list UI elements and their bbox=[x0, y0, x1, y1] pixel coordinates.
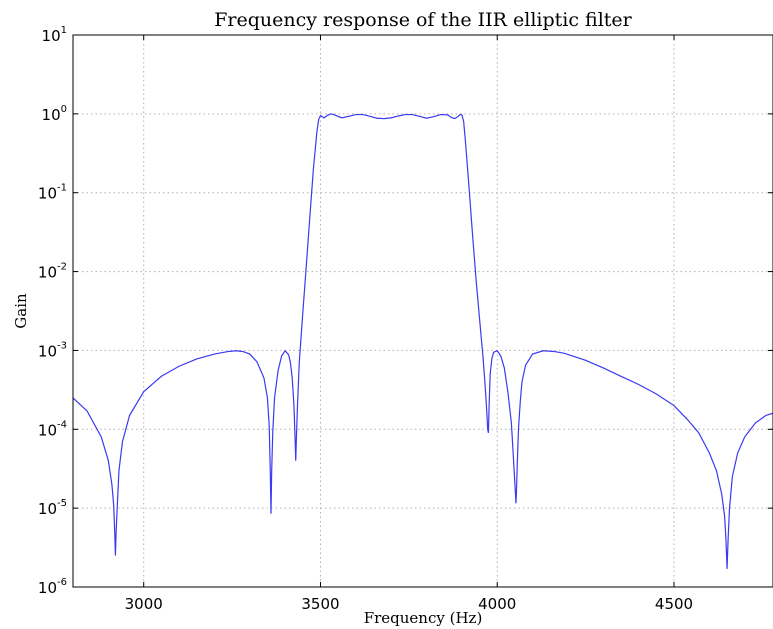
y-tick-label: 10-2 bbox=[38, 262, 67, 282]
series-line-gain bbox=[72, 113, 773, 569]
grid-lines bbox=[73, 34, 773, 588]
plot-frame bbox=[72, 34, 773, 588]
y-tick-label: 10-6 bbox=[38, 577, 67, 597]
x-tick-label: 3000 bbox=[125, 595, 163, 613]
x-axis-label: Frequency (Hz) bbox=[364, 609, 483, 627]
y-tick-label: 10-1 bbox=[38, 183, 67, 203]
y-axis-label: Gain bbox=[12, 293, 30, 329]
axis-ticks: 3000 3500 4000 4500 10-6 10-5 10-4 10-3 10-2 10-1… bbox=[38, 25, 773, 613]
chart-title: Frequency response of the IIR elliptic f… bbox=[214, 9, 632, 31]
x-tick-label: 4000 bbox=[478, 595, 516, 613]
y-tick-label: 10-3 bbox=[38, 340, 67, 360]
x-tick-label: 4500 bbox=[655, 595, 693, 613]
y-tick-label: 10-4 bbox=[38, 419, 67, 439]
y-tick-label: 101 bbox=[42, 25, 67, 45]
x-tick-label: 3500 bbox=[301, 595, 339, 613]
y-tick-label: 100 bbox=[42, 104, 67, 124]
series-layer bbox=[72, 113, 773, 569]
y-tick-label: 10-5 bbox=[38, 498, 67, 518]
